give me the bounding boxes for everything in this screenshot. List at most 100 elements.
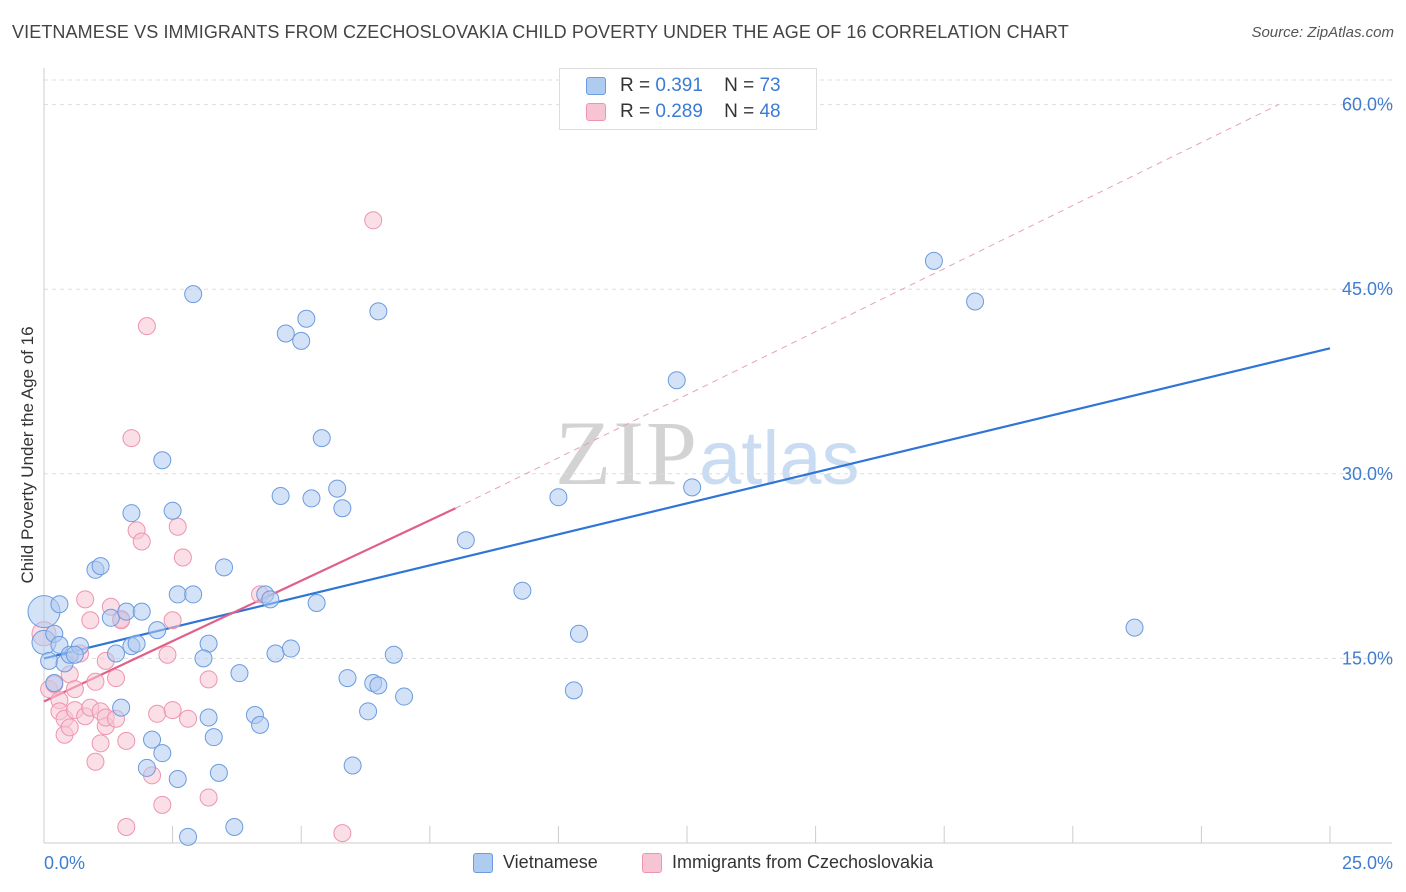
data-point-czechoslovakia [86,672,105,691]
y-tick-label: 15.0% [1342,648,1393,668]
data-point-vietnamese [966,292,985,311]
y-tick-label: 45.0% [1342,279,1393,299]
data-point-czechoslovakia [76,590,95,609]
data-point-vietnamese [122,504,141,523]
data-point-vietnamese [261,590,280,609]
data-point-vietnamese [281,639,300,658]
data-point-vietnamese [163,501,182,520]
y-tick-label: 30.0% [1342,464,1393,484]
data-point-vietnamese [153,451,172,470]
data-point-czechoslovakia [117,731,136,750]
data-point-vietnamese [343,756,362,775]
data-point-czechoslovakia [117,818,136,837]
data-point-vietnamese [230,664,249,683]
tick-labels: 15.0% 30.0% 45.0% 60.0% 0.0% 25.0% [44,95,1393,873]
data-point-vietnamese [564,681,583,700]
data-point-vietnamese [50,595,69,614]
data-point-czechoslovakia [91,734,110,753]
data-point-czechoslovakia [168,517,187,536]
data-point-vietnamese [168,585,187,604]
data-point-vietnamese [117,602,136,621]
data-point-vietnamese [204,728,223,747]
data-point-vietnamese [127,634,146,653]
data-point-vietnamese [199,708,218,727]
data-point-czechoslovakia [153,795,172,814]
source-credit: Source: ZipAtlas.com [1251,24,1394,41]
data-point-vietnamese [276,324,295,343]
data-point-vietnamese [338,669,357,688]
data-point-vietnamese [266,644,285,663]
data-point-czechoslovakia [173,548,192,567]
data-point-vietnamese [215,558,234,577]
data-point-vietnamese [184,585,203,604]
data-point-vietnamese [148,621,167,640]
data-point-vietnamese [143,730,162,749]
data-point-vietnamese [65,645,84,664]
data-point-vietnamese [456,531,475,550]
data-point-vietnamese [292,331,311,350]
chart-title: VIETNAMESE VS IMMIGRANTS FROM CZECHOSLOV… [12,22,1069,42]
data-point-czechoslovakia [199,788,218,807]
legend-swatch-vietnamese [586,77,606,95]
data-point-czechoslovakia [86,752,105,771]
data-point-czechoslovakia [158,645,177,664]
data-point-czechoslovakia [107,669,126,688]
trend-line-vietnamese [43,347,1331,660]
data-point-vietnamese [271,486,290,505]
data-point-vietnamese [132,602,151,621]
data-point-vietnamese [569,624,588,643]
legend-r-value: 0.289 [655,101,703,122]
data-point-vietnamese [384,645,403,664]
axes [43,68,1392,844]
data-point-czechoslovakia [122,429,141,448]
data-point-vietnamese [209,763,228,782]
correlation-legend: R = 0.391 N = 73 R = 0.289 N = 48 [559,68,817,130]
data-point-czechoslovakia [81,611,100,630]
data-point-vietnamese [369,676,388,695]
legend-r-label: R = [620,101,651,122]
data-point-vietnamese [513,581,532,600]
data-point-czechoslovakia [163,701,182,720]
legend-n-value: 48 [759,101,781,122]
data-point-vietnamese [153,744,172,763]
data-point-vietnamese [683,478,702,497]
legend-swatch-czechoslovakia [586,103,606,121]
data-point-vietnamese [667,371,686,390]
data-point-czechoslovakia [179,709,198,728]
trend-line-czechoslovakia-extension [455,104,1279,509]
data-point-vietnamese [312,429,331,448]
data-point-vietnamese [107,644,126,663]
data-point-czechoslovakia [163,611,182,630]
data-point-vietnamese [45,674,64,693]
legend-label-czechoslovakia: Immigrants from Czechoslovakia [672,852,934,872]
grid-lines [44,79,1392,659]
data-point-vietnamese [359,702,378,721]
data-point-vietnamese [307,594,326,613]
data-point-vietnamese [924,251,943,270]
legend-swatch-czechoslovakia [642,853,662,874]
y-tick-label: 60.0% [1342,95,1393,115]
data-point-vietnamese [137,758,156,777]
legend-r-label: R = [620,75,651,96]
data-point-vietnamese [549,488,568,507]
legend-item-vietnamese: Vietnamese [473,852,598,874]
data-point-czechoslovakia [333,824,352,843]
data-point-vietnamese [168,770,187,789]
series-czechoslovakia-points [31,211,383,843]
data-point-vietnamese [40,651,59,670]
x-tick-label: 25.0% [1342,853,1393,873]
legend-swatch-vietnamese [473,853,493,874]
data-point-vietnamese [194,649,213,668]
data-point-czechoslovakia [60,718,79,737]
data-point-vietnamese [1125,618,1144,637]
trend-lines [43,104,1331,703]
data-point-vietnamese [101,608,120,627]
legend-n-value: 73 [759,75,781,96]
x-tick-label: 0.0% [44,853,85,873]
legend-n-label: N = [724,101,755,122]
data-point-vietnamese [395,687,414,706]
legend-label-vietnamese: Vietnamese [503,852,598,872]
legend-r-value: 0.391 [655,75,703,96]
legend-item-czechoslovakia: Immigrants from Czechoslovakia [642,852,934,874]
